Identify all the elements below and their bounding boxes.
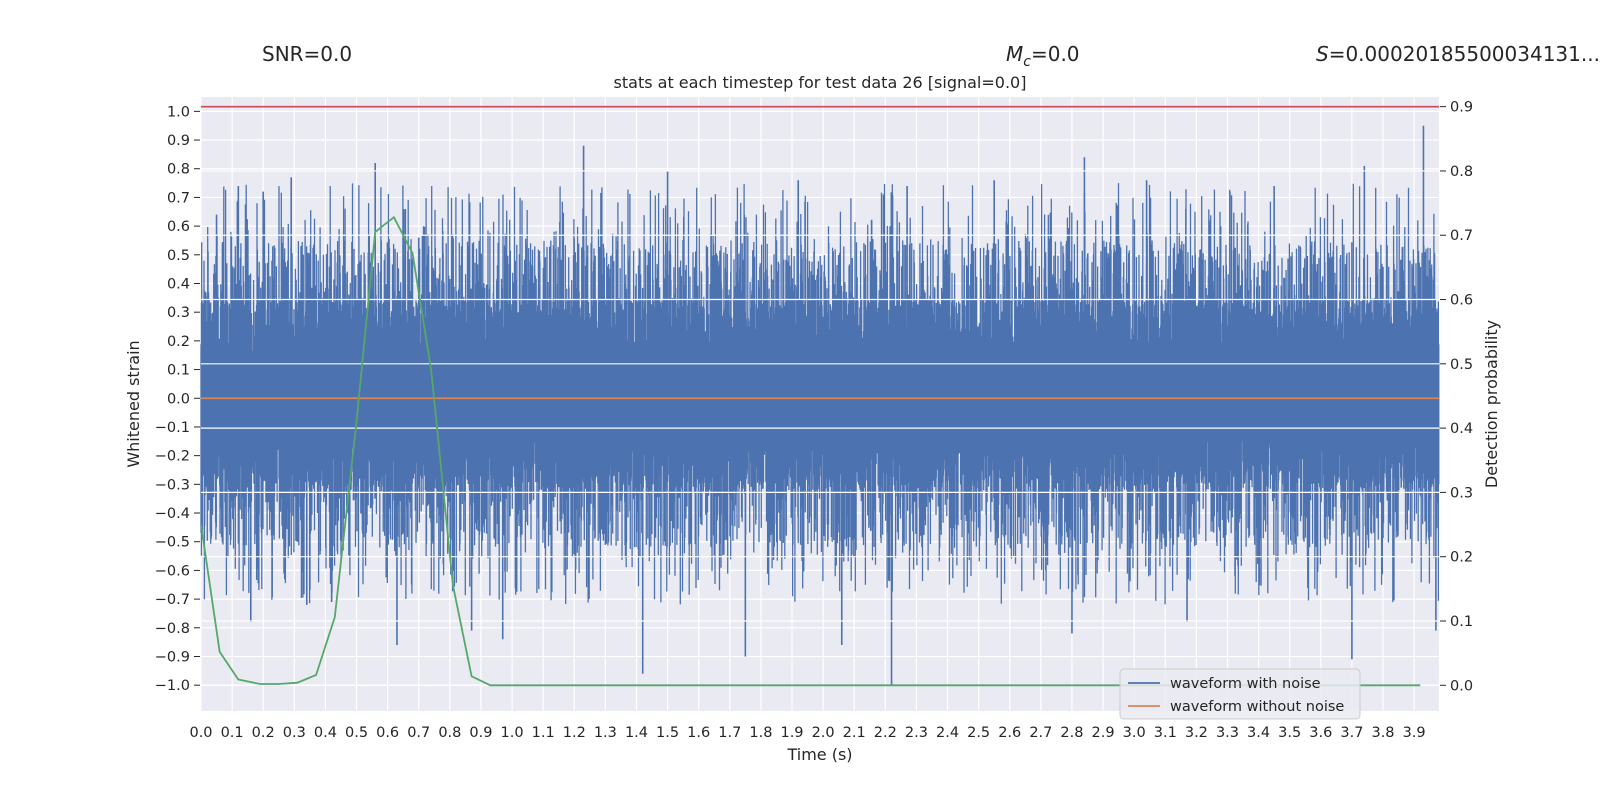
s-value: =0.00020185500034131... (1329, 42, 1600, 66)
mc-label: Mc=0.0 (1006, 42, 1080, 70)
x-tick-label: 0.8 (438, 725, 461, 741)
left-y-axis-ticks: 1.0 0.9 0.8 0.7 0.6 0.5 0.4 0.3 0.2 0.1 0.0 −0.1 −0.… (155, 104, 200, 694)
mc-symbol: M (1006, 42, 1023, 66)
s-label: S=0.00020185500034131... (1316, 42, 1600, 66)
left-y-tick-label: −1.0 (155, 678, 190, 694)
left-y-tick-label: 0.7 (167, 190, 190, 206)
x-tick-label: 0.4 (314, 725, 337, 741)
x-tick-label: 1.1 (532, 725, 555, 741)
left-y-tick-label: 0.6 (167, 219, 190, 235)
left-y-axis-label: Whitened strain (124, 340, 143, 467)
x-tick-label: 2.1 (843, 725, 866, 741)
right-y-tick-label: 0.6 (1450, 293, 1473, 309)
left-y-tick-label: −0.9 (155, 649, 190, 665)
x-tick-label: 1.3 (594, 725, 617, 741)
x-tick-label: 0.5 (345, 725, 368, 741)
x-axis-label: Time (s) (786, 745, 852, 764)
x-tick-label: 2.3 (905, 725, 928, 741)
left-y-tick-label: 0.2 (167, 334, 190, 350)
x-tick-label: 3.1 (1154, 725, 1177, 741)
x-tick-label: 3.7 (1340, 725, 1363, 741)
left-y-tick-label: −0.2 (155, 449, 190, 465)
x-tick-label: 0.7 (407, 725, 430, 741)
left-y-tick-label: −0.7 (155, 592, 190, 608)
left-y-tick-label: 0.5 (167, 248, 190, 264)
x-tick-label: 1.2 (563, 725, 586, 741)
x-tick-label: 1.9 (780, 725, 803, 741)
x-tick-label: 2.4 (936, 725, 959, 741)
x-tick-label: 3.8 (1371, 725, 1394, 741)
left-y-tick-label: −0.1 (155, 420, 190, 436)
legend-entry-noisy: waveform with noise (1170, 676, 1321, 692)
left-y-tick-label: −0.8 (155, 621, 190, 637)
x-tick-label: 0.9 (469, 725, 492, 741)
legend-box (1119, 668, 1361, 720)
x-tick-label: 2.6 (998, 725, 1021, 741)
right-y-tick-label: 0.3 (1450, 485, 1473, 501)
x-tick-label: 1.5 (656, 725, 679, 741)
x-tick-label: 1.6 (687, 725, 710, 741)
x-tick-label: 2.7 (1029, 725, 1052, 741)
left-y-tick-label: −0.6 (155, 563, 190, 579)
x-tick-label: 2.2 (874, 725, 897, 741)
x-tick-label: 0.1 (221, 725, 244, 741)
detection-probability-line (200, 215, 1421, 687)
x-tick-label: 2.8 (1060, 725, 1083, 741)
right-y-tick-label: 0.5 (1450, 357, 1473, 373)
x-tick-label: 2.9 (1092, 725, 1115, 741)
mc-value: =0.0 (1031, 42, 1080, 66)
x-tick-label: 0.3 (283, 725, 306, 741)
left-y-tick-label: 0.0 (167, 391, 190, 407)
x-tick-label: 1.0 (501, 725, 524, 741)
right-y-tick-label: 0.9 (1450, 100, 1473, 116)
mc-subscript: c (1023, 54, 1031, 70)
x-tick-label: 3.6 (1309, 725, 1332, 741)
right-y-tick-label: 0.8 (1450, 164, 1473, 180)
legend: waveform with noise waveform without noi… (1119, 668, 1361, 720)
x-tick-label: 3.9 (1403, 725, 1426, 741)
x-tick-label: 0.6 (376, 725, 399, 741)
x-tick-label: 0.0 (189, 725, 212, 741)
s-symbol: S (1316, 42, 1329, 66)
left-y-tick-label: 0.9 (167, 133, 190, 149)
x-tick-label: 2.5 (967, 725, 990, 741)
x-tick-label: 3.3 (1216, 725, 1239, 741)
left-y-tick-label: 0.8 (167, 162, 190, 178)
legend-entry-clean: waveform without noise (1170, 699, 1344, 715)
x-axis-ticks: 0.0 0.1 0.2 0.3 0.4 0.5 0.6 0.7 0.8 0.9 1.0 1.1 1.2 1… (189, 725, 1425, 741)
x-tick-label: 3.2 (1185, 725, 1208, 741)
right-y-axis-ticks: 0.9 0.8 0.7 0.6 0.5 0.4 0.3 0.2 0.1 0.0 (1440, 100, 1473, 694)
left-y-tick-label: 0.3 (167, 305, 190, 321)
x-tick-label: 1.7 (718, 725, 741, 741)
right-y-tick-label: 0.4 (1450, 421, 1473, 437)
x-tick-label: 3.0 (1123, 725, 1146, 741)
left-y-tick-label: 0.1 (167, 363, 190, 379)
x-tick-label: 3.4 (1247, 725, 1270, 741)
x-tick-label: 1.8 (749, 725, 772, 741)
snr-label: SNR=0.0 (262, 42, 352, 66)
right-y-tick-label: 0.2 (1450, 550, 1473, 566)
right-y-axis-label: Detection probability (1482, 320, 1501, 488)
left-y-tick-label: −0.4 (155, 506, 190, 522)
chart-title: stats at each timestep for test data 26 … (614, 73, 1027, 92)
noisy-waveform-body (200, 183, 1440, 605)
x-tick-label: 3.5 (1278, 725, 1301, 741)
x-tick-label: 2.0 (812, 725, 835, 741)
x-tick-label: 0.2 (252, 725, 275, 741)
x-tick-label: 1.4 (625, 725, 648, 741)
left-y-tick-label: 1.0 (167, 104, 190, 120)
left-y-tick-label: −0.3 (155, 477, 190, 493)
left-y-tick-label: 0.4 (167, 276, 190, 292)
right-y-tick-label: 0.7 (1450, 228, 1473, 244)
left-y-tick-label: −0.5 (155, 535, 190, 551)
right-y-tick-label: 0.1 (1450, 614, 1473, 630)
right-y-tick-label: 0.0 (1450, 678, 1473, 694)
